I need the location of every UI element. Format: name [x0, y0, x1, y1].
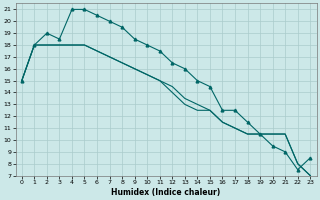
X-axis label: Humidex (Indice chaleur): Humidex (Indice chaleur) [111, 188, 221, 197]
